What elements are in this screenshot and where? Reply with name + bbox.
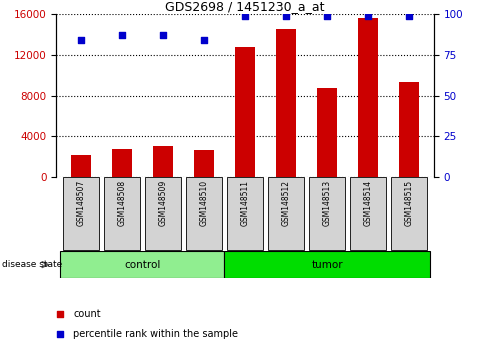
Bar	[153, 147, 173, 177]
Bar	[235, 47, 255, 177]
Text: count: count	[74, 309, 101, 319]
Point	[241, 13, 249, 19]
Text: disease state: disease state	[2, 260, 63, 269]
Text: GSM148509: GSM148509	[158, 180, 168, 226]
Point	[56, 311, 64, 316]
Point	[282, 13, 290, 19]
Point	[56, 331, 64, 337]
Text: percentile rank within the sample: percentile rank within the sample	[74, 329, 238, 339]
Text: GSM148510: GSM148510	[199, 180, 208, 226]
Title: GDS2698 / 1451230_a_at: GDS2698 / 1451230_a_at	[165, 0, 325, 13]
Text: GSM148507: GSM148507	[76, 180, 85, 226]
Bar	[71, 155, 91, 177]
Text: GSM148512: GSM148512	[282, 180, 291, 226]
Bar	[194, 149, 214, 177]
Point	[200, 38, 208, 43]
FancyBboxPatch shape	[224, 251, 430, 278]
Bar	[358, 18, 378, 177]
Text: GSM148513: GSM148513	[322, 180, 332, 226]
Point	[364, 13, 372, 19]
FancyBboxPatch shape	[60, 251, 224, 278]
FancyBboxPatch shape	[309, 177, 345, 250]
FancyBboxPatch shape	[268, 177, 304, 250]
Point	[77, 38, 85, 43]
Point	[159, 33, 167, 38]
Point	[118, 33, 126, 38]
Bar	[317, 88, 337, 177]
FancyBboxPatch shape	[227, 177, 263, 250]
Text: GSM148511: GSM148511	[241, 180, 249, 226]
Point	[405, 13, 413, 19]
FancyBboxPatch shape	[145, 177, 181, 250]
Bar	[112, 149, 132, 177]
Text: GSM148515: GSM148515	[405, 180, 414, 226]
FancyBboxPatch shape	[391, 177, 427, 250]
Bar	[276, 29, 296, 177]
Bar	[399, 82, 419, 177]
Text: GSM148508: GSM148508	[118, 180, 126, 226]
Text: tumor: tumor	[311, 259, 343, 270]
Point	[323, 13, 331, 19]
Text: control: control	[124, 259, 161, 270]
Text: GSM148514: GSM148514	[364, 180, 372, 226]
FancyBboxPatch shape	[186, 177, 222, 250]
FancyBboxPatch shape	[104, 177, 140, 250]
FancyBboxPatch shape	[350, 177, 386, 250]
FancyBboxPatch shape	[63, 177, 99, 250]
